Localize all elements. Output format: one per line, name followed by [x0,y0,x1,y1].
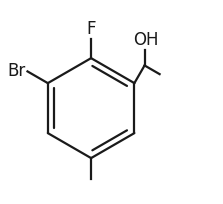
Text: Br: Br [8,62,26,80]
Text: OH: OH [133,31,158,49]
Text: F: F [86,20,96,38]
